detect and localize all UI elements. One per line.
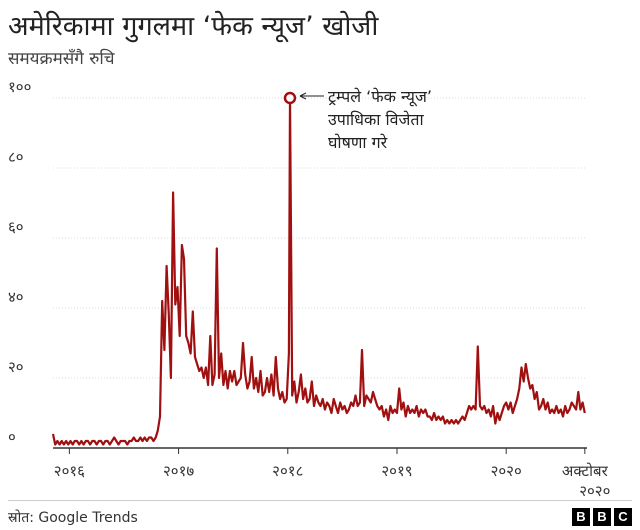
bbc-logo-block: B <box>593 508 611 526</box>
footer: स्रोत: Google Trends B B C <box>0 500 640 530</box>
line-chart: ० २० ४० ६० ८० १०० २०१६ २०१७ २०१८ २०१९ २०२० अक्टोबर २… <box>8 78 610 500</box>
footer-divider <box>8 500 632 501</box>
bbc-logo-block: C <box>614 508 632 526</box>
y-tick-label: २० <box>8 358 24 376</box>
y-tick-label: ४० <box>8 288 24 306</box>
x-tick-label: २०१६ <box>54 462 85 480</box>
peak-marker <box>283 91 297 105</box>
x-tick-label: २०१९ <box>381 462 412 480</box>
series-layer <box>51 96 586 446</box>
y-tick-label: १०० <box>8 78 31 96</box>
axis-layer: ० २० ४० ६० ८० १०० २०१६ २०१७ २०१८ २०१९ २०२० अक्टोबर २… <box>8 78 610 500</box>
bbc-logo-block: B <box>572 508 590 526</box>
series-line <box>51 96 586 446</box>
x-tick-label: २०२० <box>491 462 522 480</box>
y-tick-label: ८० <box>8 148 24 166</box>
y-tick-label: ० <box>8 428 16 446</box>
x-tick-label: २०१८ <box>272 462 303 480</box>
x-tick-label: अक्टोबर <box>562 462 609 480</box>
annotation-text: उपाधिका विजेता <box>328 110 425 129</box>
x-tick-label: २०१७ <box>163 462 194 480</box>
annotation-text: घोषणा गरे <box>328 133 388 152</box>
x-tick-label-secondary: २०२० <box>579 482 610 500</box>
grid-layer <box>53 97 587 379</box>
y-tick-label: ६० <box>8 218 24 236</box>
bbc-logo: B B C <box>572 508 632 526</box>
annotation-layer: ट्रम्पले ‘फेक न्यूज’ उपाधिका विजेता घोषणा … <box>283 87 432 152</box>
chart-title: अमेरिकामा गुगलमा ‘फेक न्यूज’ खोजी <box>8 11 379 42</box>
annotation-text: ट्रम्पले ‘फेक न्यूज’ <box>328 87 432 107</box>
source-text: स्रोत: Google Trends <box>8 510 138 526</box>
chart-subtitle: समयक्रमसँगै रुचि <box>8 49 115 69</box>
annotation-arrow-head <box>299 92 307 100</box>
